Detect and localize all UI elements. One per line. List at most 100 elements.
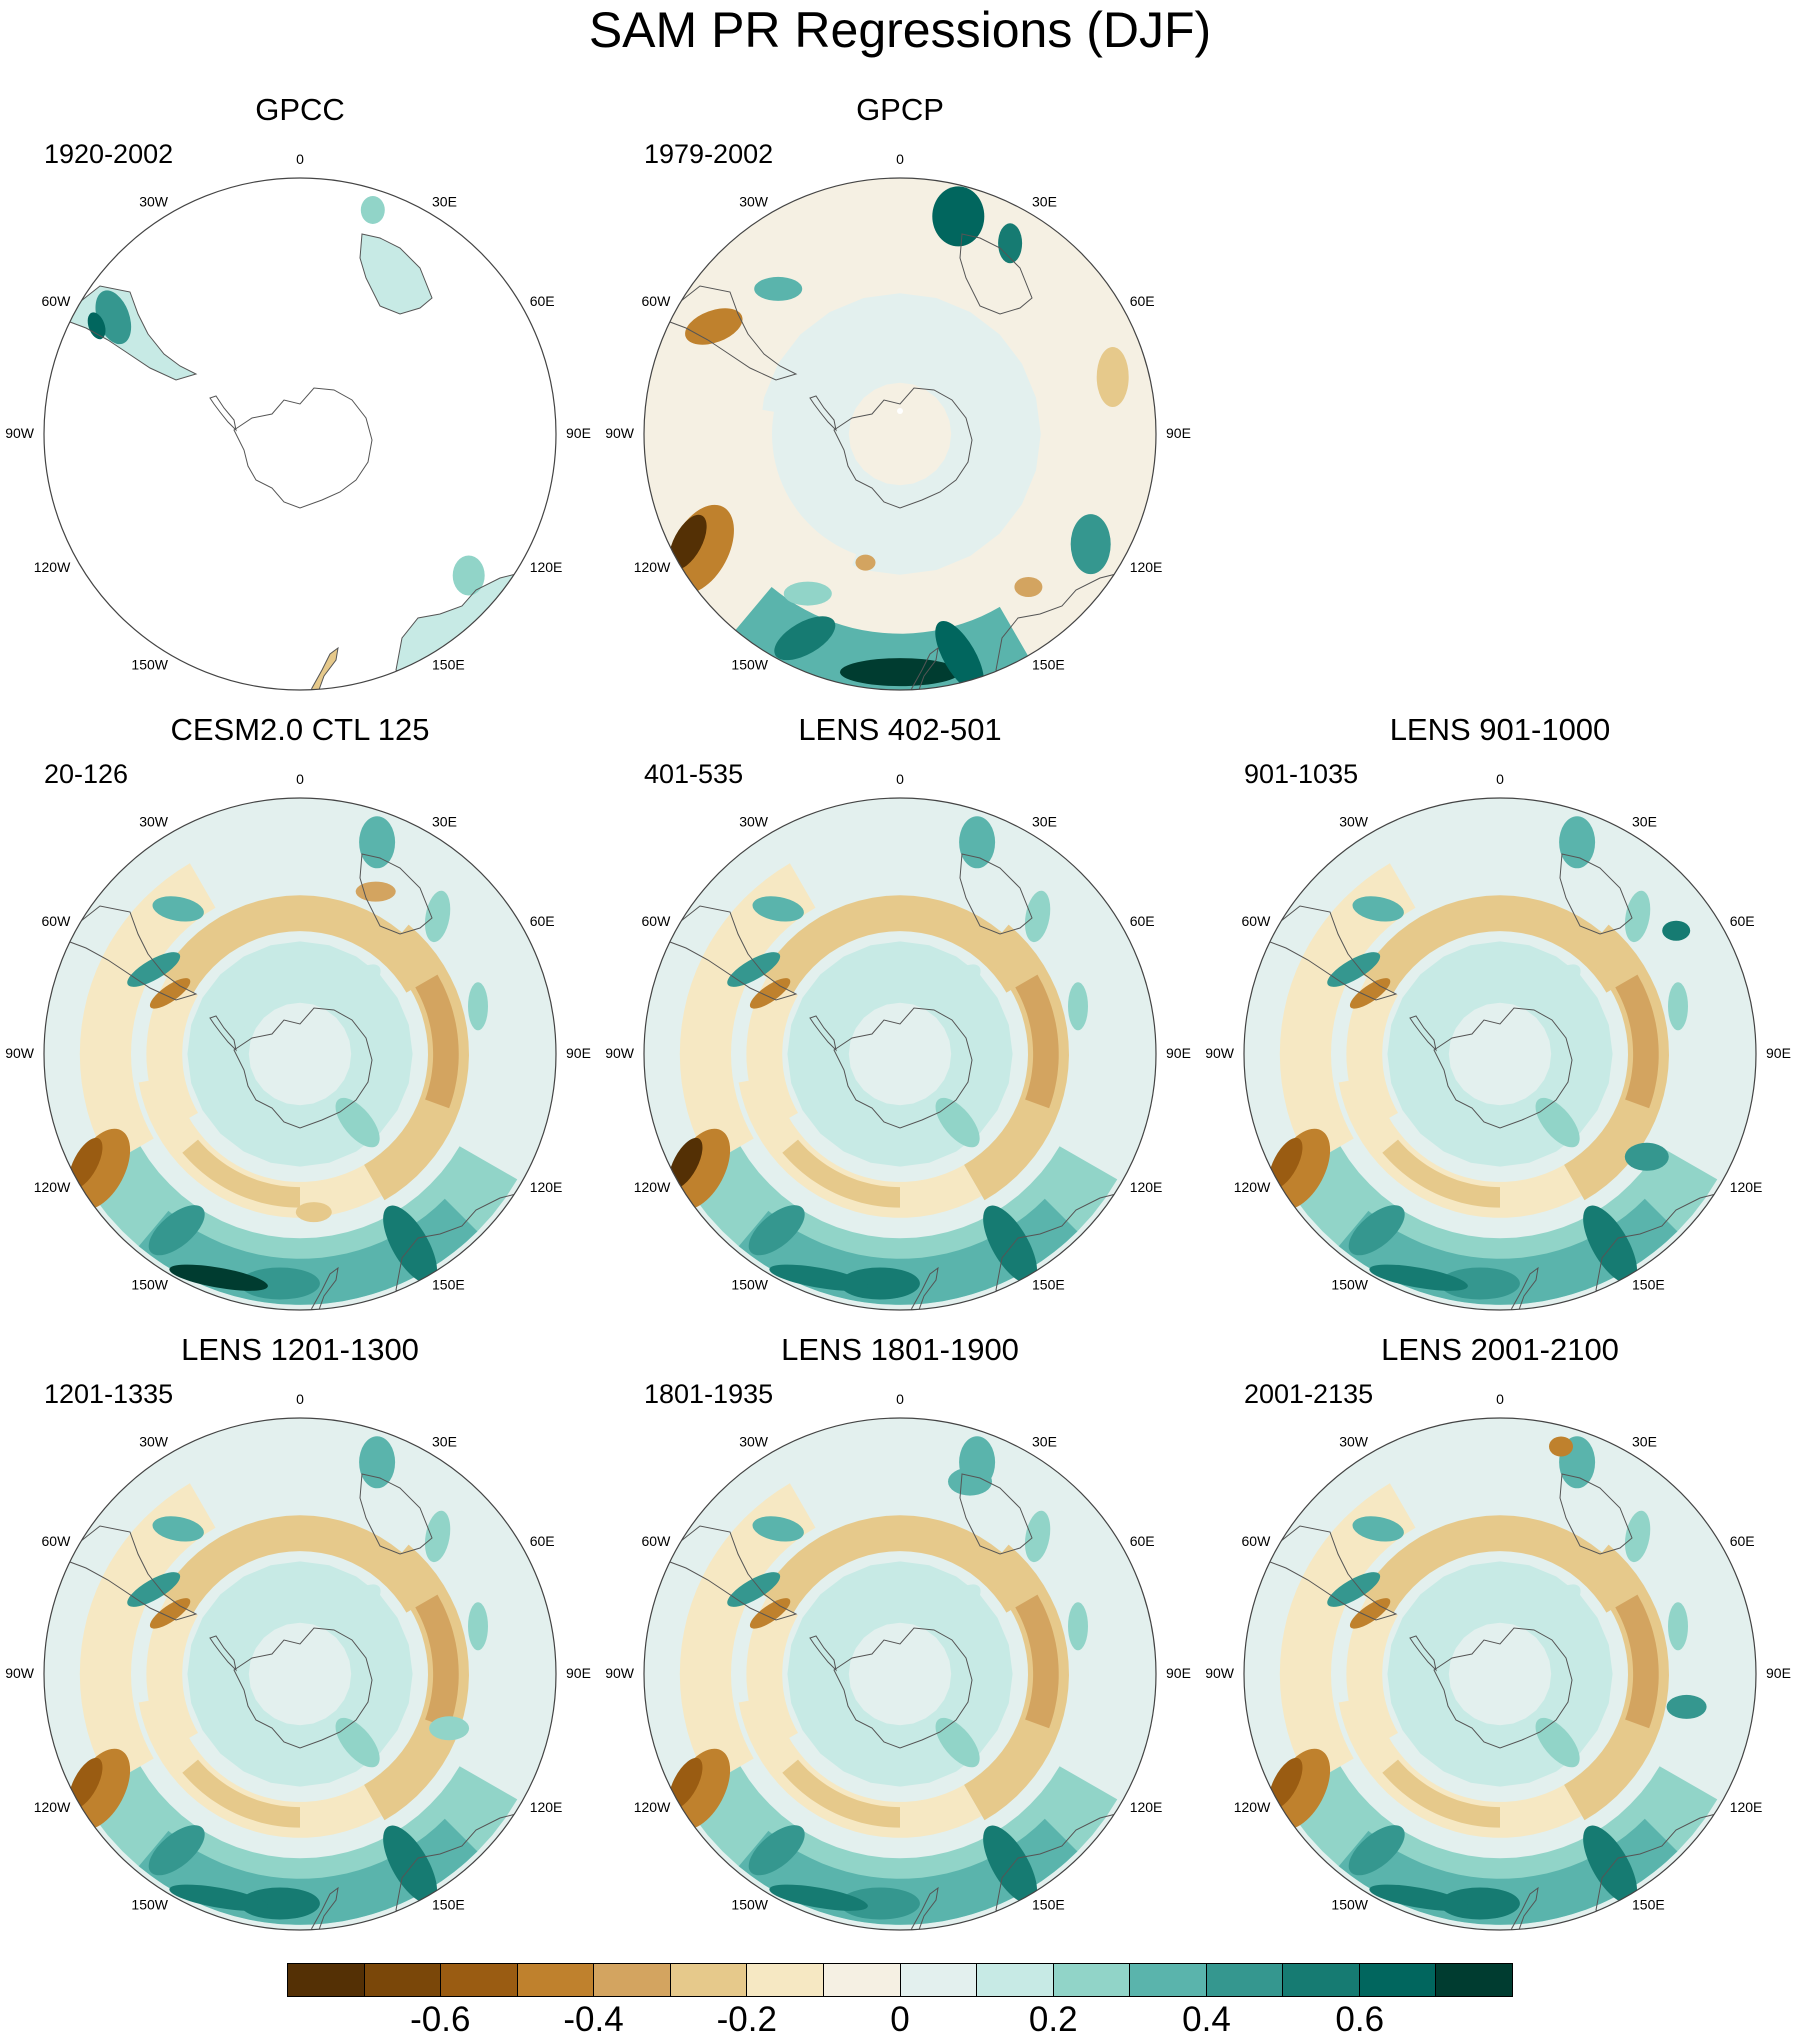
midlatitude-drying-ring: [746, 977, 798, 1131]
map-panel-lens-1801: LENS 1801-1900 1801-1935 0 30E 60E 90E 120E 1…: [600, 1318, 1200, 1938]
africa-coast: [959, 233, 1033, 315]
precip-anomaly-patch: [1666, 1694, 1707, 1719]
precip-field: [644, 1418, 1156, 1930]
colorbar-tick-label: 0.4: [1182, 2000, 1231, 2039]
panel-title: GPCC: [255, 92, 345, 127]
longitude-label-60e: 60E: [530, 1533, 555, 1549]
longitude-label-150w: 150W: [131, 1277, 168, 1293]
antarctica-coast: [833, 387, 973, 509]
panel-title: LENS 402-501: [798, 712, 1002, 747]
panel-period: 401-535: [644, 759, 744, 789]
precip-anomaly-patch: [935, 1097, 980, 1148]
antarctic-peninsula-coast: [1409, 1635, 1437, 1672]
precip-anomaly-patch: [937, 1584, 981, 1623]
colorbar-tick-label: -0.2: [716, 2000, 777, 2039]
longitude-label-150w: 150W: [1331, 1897, 1368, 1913]
longitude-label-120w: 120W: [634, 1799, 671, 1815]
midlatitude-drying-core: [1615, 1594, 1659, 1729]
precip-anomaly-patch: [1024, 1510, 1051, 1563]
east-neutral-zone: [1037, 938, 1131, 1203]
polar-map: 030E60E90E120E150E180150W120W90W60W30W: [605, 151, 1191, 691]
longitude-label-90e: 90E: [1766, 1045, 1791, 1061]
precip-anomaly-patch: [1624, 1142, 1669, 1171]
longitude-label-60e: 60E: [1730, 1533, 1755, 1549]
midlatitude-drying-ring: [162, 1515, 438, 1613]
polar-map: 030E60E90E120E150E180150W120W90W60W30W: [1205, 1391, 1791, 1931]
chile-wetting-patch: [127, 1572, 181, 1607]
precip-anomaly-patch: [1024, 890, 1051, 943]
precip-anomaly-patch: [360, 196, 385, 224]
east-neutral-zone: [437, 938, 531, 1203]
precip-field: [44, 798, 556, 1310]
longitude-label-150e: 150E: [432, 657, 465, 673]
midlatitude-drying-ring: [1362, 1515, 1638, 1613]
colorbar-swatch: [1053, 1964, 1131, 1996]
midlatitude-drying-ring: [782, 1139, 900, 1208]
new-zealand-coast: [905, 1266, 939, 1310]
midlatitude-drying-core: [415, 1594, 459, 1729]
longitude-label-120e: 120E: [530, 1179, 563, 1195]
precip-anomaly-patch: [774, 616, 836, 661]
longitude-label-30e: 30E: [1632, 1433, 1657, 1449]
precip-anomaly-patch: [337, 964, 381, 1003]
chile-wetting-patch: [1327, 1572, 1381, 1607]
africa-coast: [1559, 1473, 1633, 1555]
longitude-label-0: 0: [1496, 771, 1504, 787]
longitude-label-150e: 150E: [432, 1897, 465, 1913]
precip-anomaly-patch: [383, 1825, 438, 1904]
precip-anomaly-patch: [148, 1205, 205, 1256]
longitude-label-150w: 150W: [131, 657, 168, 673]
precip-anomaly-patch: [1549, 1436, 1573, 1457]
colorbar-tick-label: -0.4: [563, 2000, 624, 2039]
precip-anomaly-patch: [1406, 1619, 1453, 1647]
longitude-label-60w: 60W: [1242, 913, 1272, 929]
map-panel-lens-901: LENS 901-1000 901-1035 0 30E 60E 90E 120E 150…: [1200, 698, 1800, 1318]
panel-period: 1801-1935: [644, 1379, 774, 1409]
longitude-label-60w: 60W: [42, 293, 72, 309]
antarctica-coast: [833, 1007, 973, 1129]
map-panel-gpcc: GPCC 1920-2002 030E60E90E120E150E180150W…: [0, 78, 600, 698]
precip-anomaly-patch: [668, 1757, 703, 1809]
precip-anomaly-patch: [1406, 999, 1453, 1027]
longitude-label-30w: 30W: [739, 813, 769, 829]
longitude-label-90w: 90W: [605, 425, 635, 441]
precip-anomaly-patch: [1070, 514, 1111, 575]
longitude-label-120e: 120E: [1130, 559, 1163, 575]
longitude-label-30w: 30W: [739, 193, 769, 209]
precip-anomaly-patch: [752, 1516, 804, 1542]
precip-anomaly-patch: [335, 1717, 380, 1768]
east-neutral-zone: [1637, 938, 1731, 1203]
precip-anomaly-patch: [239, 1267, 320, 1300]
midlatitude-drying-ring: [1382, 1139, 1500, 1208]
antarctic-peninsula-coast: [809, 1635, 837, 1672]
longitude-label-60w: 60W: [642, 913, 672, 929]
antarctica-coast: [833, 1627, 973, 1749]
longitude-label-0: 0: [296, 1391, 304, 1407]
antarctica-coast: [1433, 1007, 1573, 1129]
precip-anomaly-patch: [932, 186, 985, 247]
precip-anomaly-patch: [87, 312, 106, 340]
precip-anomaly-patch: [335, 1097, 380, 1148]
midlatitude-drying-ring: [738, 1696, 982, 1838]
precip-anomaly-patch: [1583, 1825, 1638, 1904]
precip-anomaly-patch: [806, 999, 853, 1027]
longitude-label-90e: 90E: [1166, 1045, 1191, 1061]
precip-anomaly-patch: [1662, 920, 1691, 941]
west-cream-zone: [79, 863, 216, 1165]
precip-anomaly-patch: [429, 1716, 470, 1741]
africa-coast: [1559, 853, 1633, 935]
longitude-label-120w: 120W: [34, 559, 71, 575]
longitude-label-0: 0: [896, 771, 904, 787]
precip-anomaly-patch: [769, 1884, 868, 1911]
longitude-label-150e: 150E: [1632, 1277, 1665, 1293]
longitude-label-90w: 90W: [605, 1665, 635, 1681]
precip-anomaly-patch: [1268, 1757, 1303, 1809]
longitude-label-120w: 120W: [634, 559, 671, 575]
chile-wetting-patch: [1327, 952, 1381, 987]
midlatitude-drying-ring: [138, 1076, 382, 1218]
colorbar-swatch: [900, 1964, 978, 1996]
panel-title: GPCP: [856, 92, 944, 127]
midlatitude-drying-core: [1615, 974, 1659, 1109]
africa-coast: [959, 853, 1033, 935]
midlatitude-drying-ring: [1362, 895, 1638, 993]
